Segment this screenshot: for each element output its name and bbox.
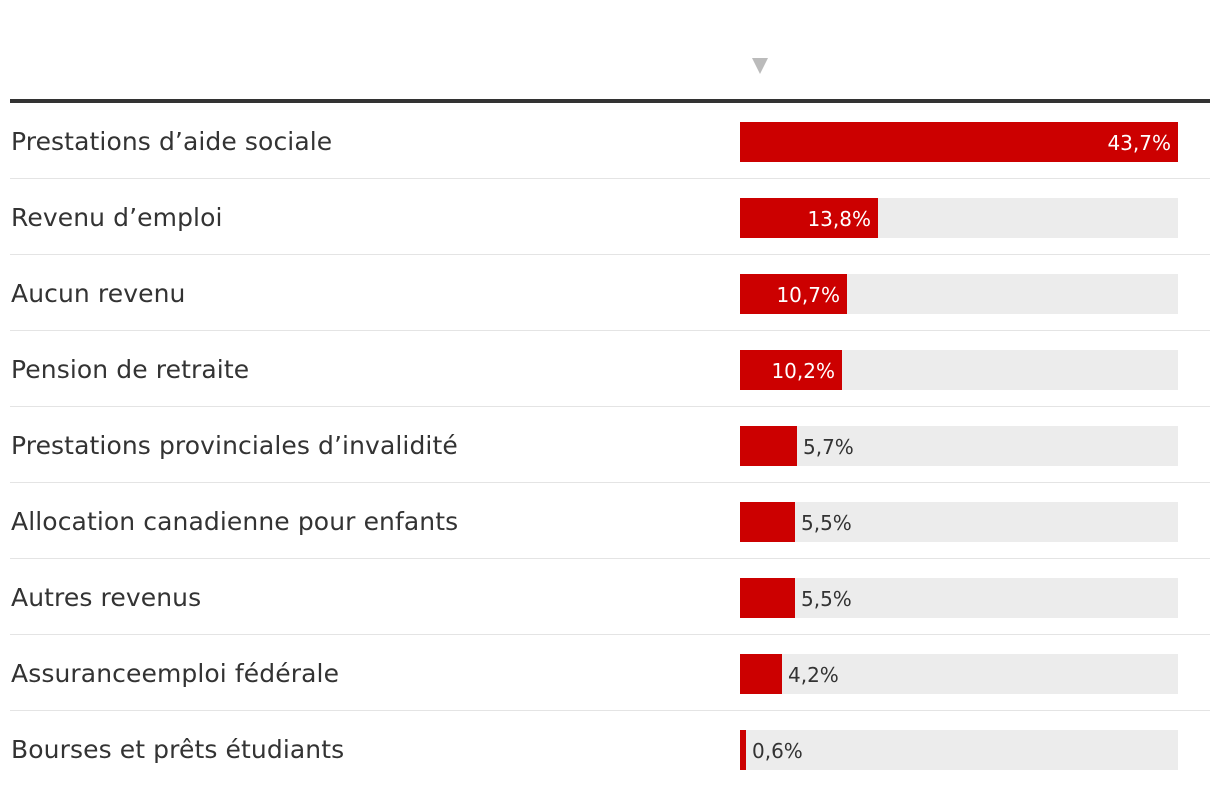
category-label: Allocation canadienne pour enfants <box>11 507 459 536</box>
bar-chart: Prestations d’aide sociale 43,7% Revenu d’… <box>10 0 1210 796</box>
bar-track: 43,7% <box>740 122 1178 162</box>
category-label: Bourses et prêts étudiants <box>11 735 345 764</box>
data-label: 5,7% <box>803 435 854 459</box>
bar-track: 13,8% <box>740 198 1178 238</box>
data-label: 10,2% <box>771 359 835 383</box>
bar <box>740 730 746 770</box>
bar-rows: Prestations d’aide sociale 43,7% Revenu d’… <box>10 103 1210 786</box>
bar <box>740 198 878 238</box>
bar-row: Assuranceemploi fédérale 4,2% <box>10 635 1210 711</box>
bar-track: 5,5% <box>740 502 1178 542</box>
category-label: Prestations provinciales d’invalidité <box>11 431 458 460</box>
header-rule <box>10 99 1210 103</box>
bar <box>740 578 795 618</box>
data-label: 5,5% <box>801 587 852 611</box>
category-label: Pension de retraite <box>11 355 250 384</box>
bar-track: 10,7% <box>740 274 1178 314</box>
bar <box>740 502 795 542</box>
bar-row: Pension de retraite 10,2% <box>10 331 1210 407</box>
data-label: 4,2% <box>788 663 839 687</box>
data-label: 43,7% <box>1107 131 1171 155</box>
bar-track: 5,5% <box>740 578 1178 618</box>
data-label: 0,6% <box>752 739 803 763</box>
data-label: 10,7% <box>776 283 840 307</box>
bar-row: Revenu d’emploi 13,8% <box>10 179 1210 255</box>
category-label: Autres revenus <box>11 583 202 612</box>
sort-descending-icon[interactable] <box>752 58 768 74</box>
bar <box>740 426 797 466</box>
category-label: Aucun revenu <box>11 279 186 308</box>
bar-row: Autres revenus 5,5% <box>10 559 1210 635</box>
data-label: 13,8% <box>807 207 871 231</box>
chart-header <box>10 0 1210 100</box>
bar-track: 10,2% <box>740 350 1178 390</box>
category-label: Revenu d’emploi <box>11 203 223 232</box>
bar-track: 5,7% <box>740 426 1178 466</box>
data-label: 5,5% <box>801 511 852 535</box>
bar-row: Prestations provinciales d’invalidité 5,7… <box>10 407 1210 483</box>
bar <box>740 654 782 694</box>
bar-row: Bourses et prêts étudiants 0,6% <box>10 711 1210 786</box>
bar <box>740 122 1178 162</box>
bar-row: Allocation canadienne pour enfants 5,5% <box>10 483 1210 559</box>
bar-row: Aucun revenu 10,7% <box>10 255 1210 331</box>
category-label: Prestations d’aide sociale <box>11 127 333 156</box>
bar <box>740 350 842 390</box>
bar-row: Prestations d’aide sociale 43,7% <box>10 103 1210 179</box>
bar-track: 0,6% <box>740 730 1178 770</box>
bar <box>740 274 847 314</box>
category-label: Assuranceemploi fédérale <box>11 659 340 688</box>
bar-track: 4,2% <box>740 654 1178 694</box>
